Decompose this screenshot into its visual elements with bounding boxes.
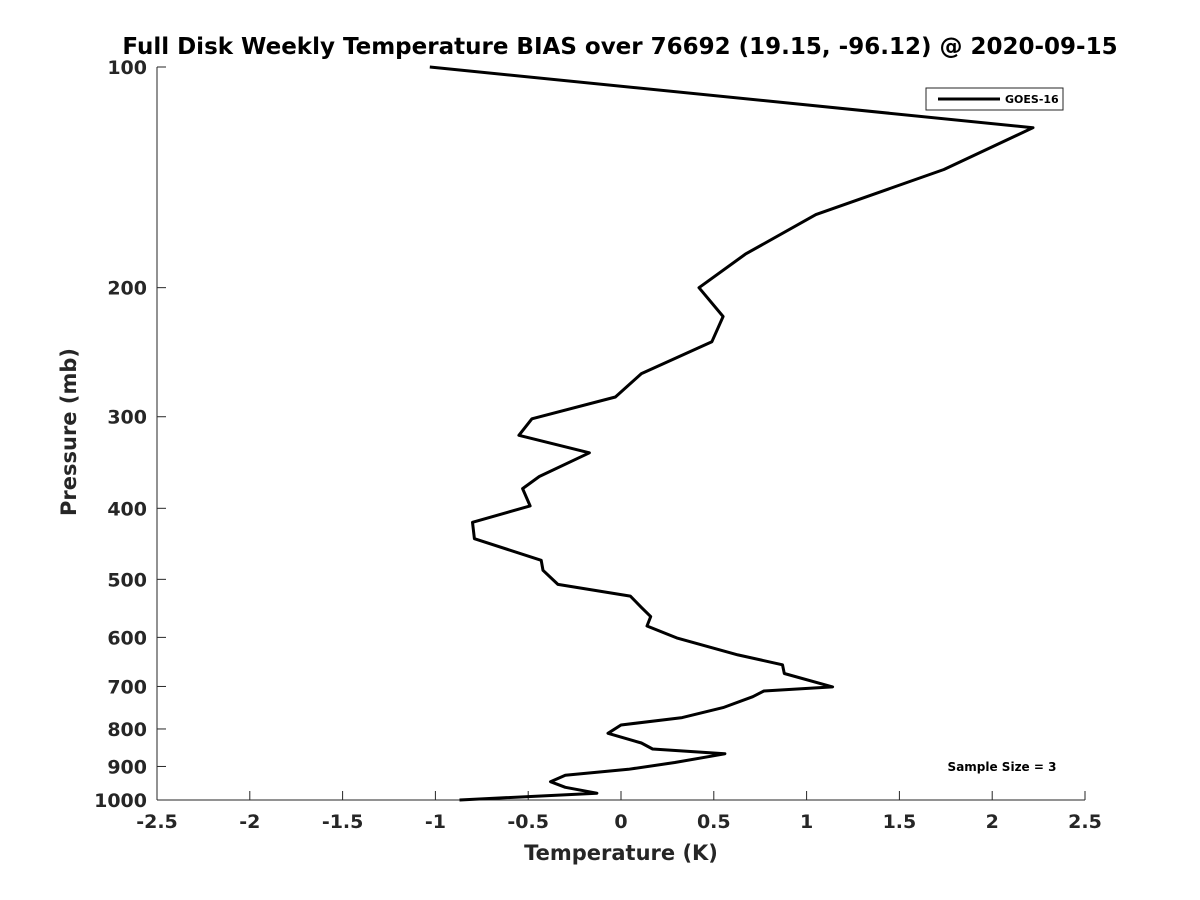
x-tick-label: -0.5 — [507, 811, 549, 833]
legend-label-goes-16: GOES-16 — [1005, 93, 1059, 106]
x-tick-label: 1.5 — [883, 811, 917, 833]
y-tick-label: 500 — [107, 569, 147, 591]
y-tick-label: 900 — [107, 756, 147, 778]
y-axis-label: Pressure (mb) — [57, 348, 81, 516]
tick-marks — [156, 66, 1086, 801]
y-tick-label: 300 — [107, 407, 147, 429]
x-axis-label: Temperature (K) — [524, 841, 718, 865]
y-tick-labels: 100 200 300 400 500 600 700 800 900 1000 — [94, 57, 147, 812]
x-tick-label: -1.5 — [322, 811, 364, 833]
series — [429, 65, 1035, 802]
x-tick-label: 1 — [800, 811, 813, 833]
y-tick-label: 400 — [107, 498, 147, 520]
y-tick-label: 700 — [107, 676, 147, 698]
y-tick-label: 800 — [107, 719, 147, 741]
y-tick-label: 200 — [107, 278, 147, 300]
x-tick-label: -2.5 — [136, 811, 178, 833]
chart-title: Full Disk Weekly Temperature BIAS over 7… — [122, 34, 1117, 60]
y-tick-label: 1000 — [94, 790, 147, 812]
x-tick-label: 2 — [986, 811, 999, 833]
series-line-goes-16 — [429, 65, 1035, 802]
legend: GOES-16 — [925, 87, 1064, 111]
y-tick-label: 600 — [107, 627, 147, 649]
x-tick-label: -1 — [425, 811, 446, 833]
x-tick-label: 0.5 — [697, 811, 731, 833]
sample-size-annotation: Sample Size = 3 — [948, 760, 1057, 774]
axes — [156, 67, 1085, 801]
x-tick-label: 0 — [614, 811, 627, 833]
x-tick-labels: -2.5 -2 -1.5 -1 -0.5 0 0.5 1 1.5 2 2.5 — [136, 811, 1102, 833]
y-tick-label: 100 — [107, 57, 147, 79]
x-tick-label: -2 — [239, 811, 260, 833]
x-tick-label: 2.5 — [1068, 811, 1102, 833]
